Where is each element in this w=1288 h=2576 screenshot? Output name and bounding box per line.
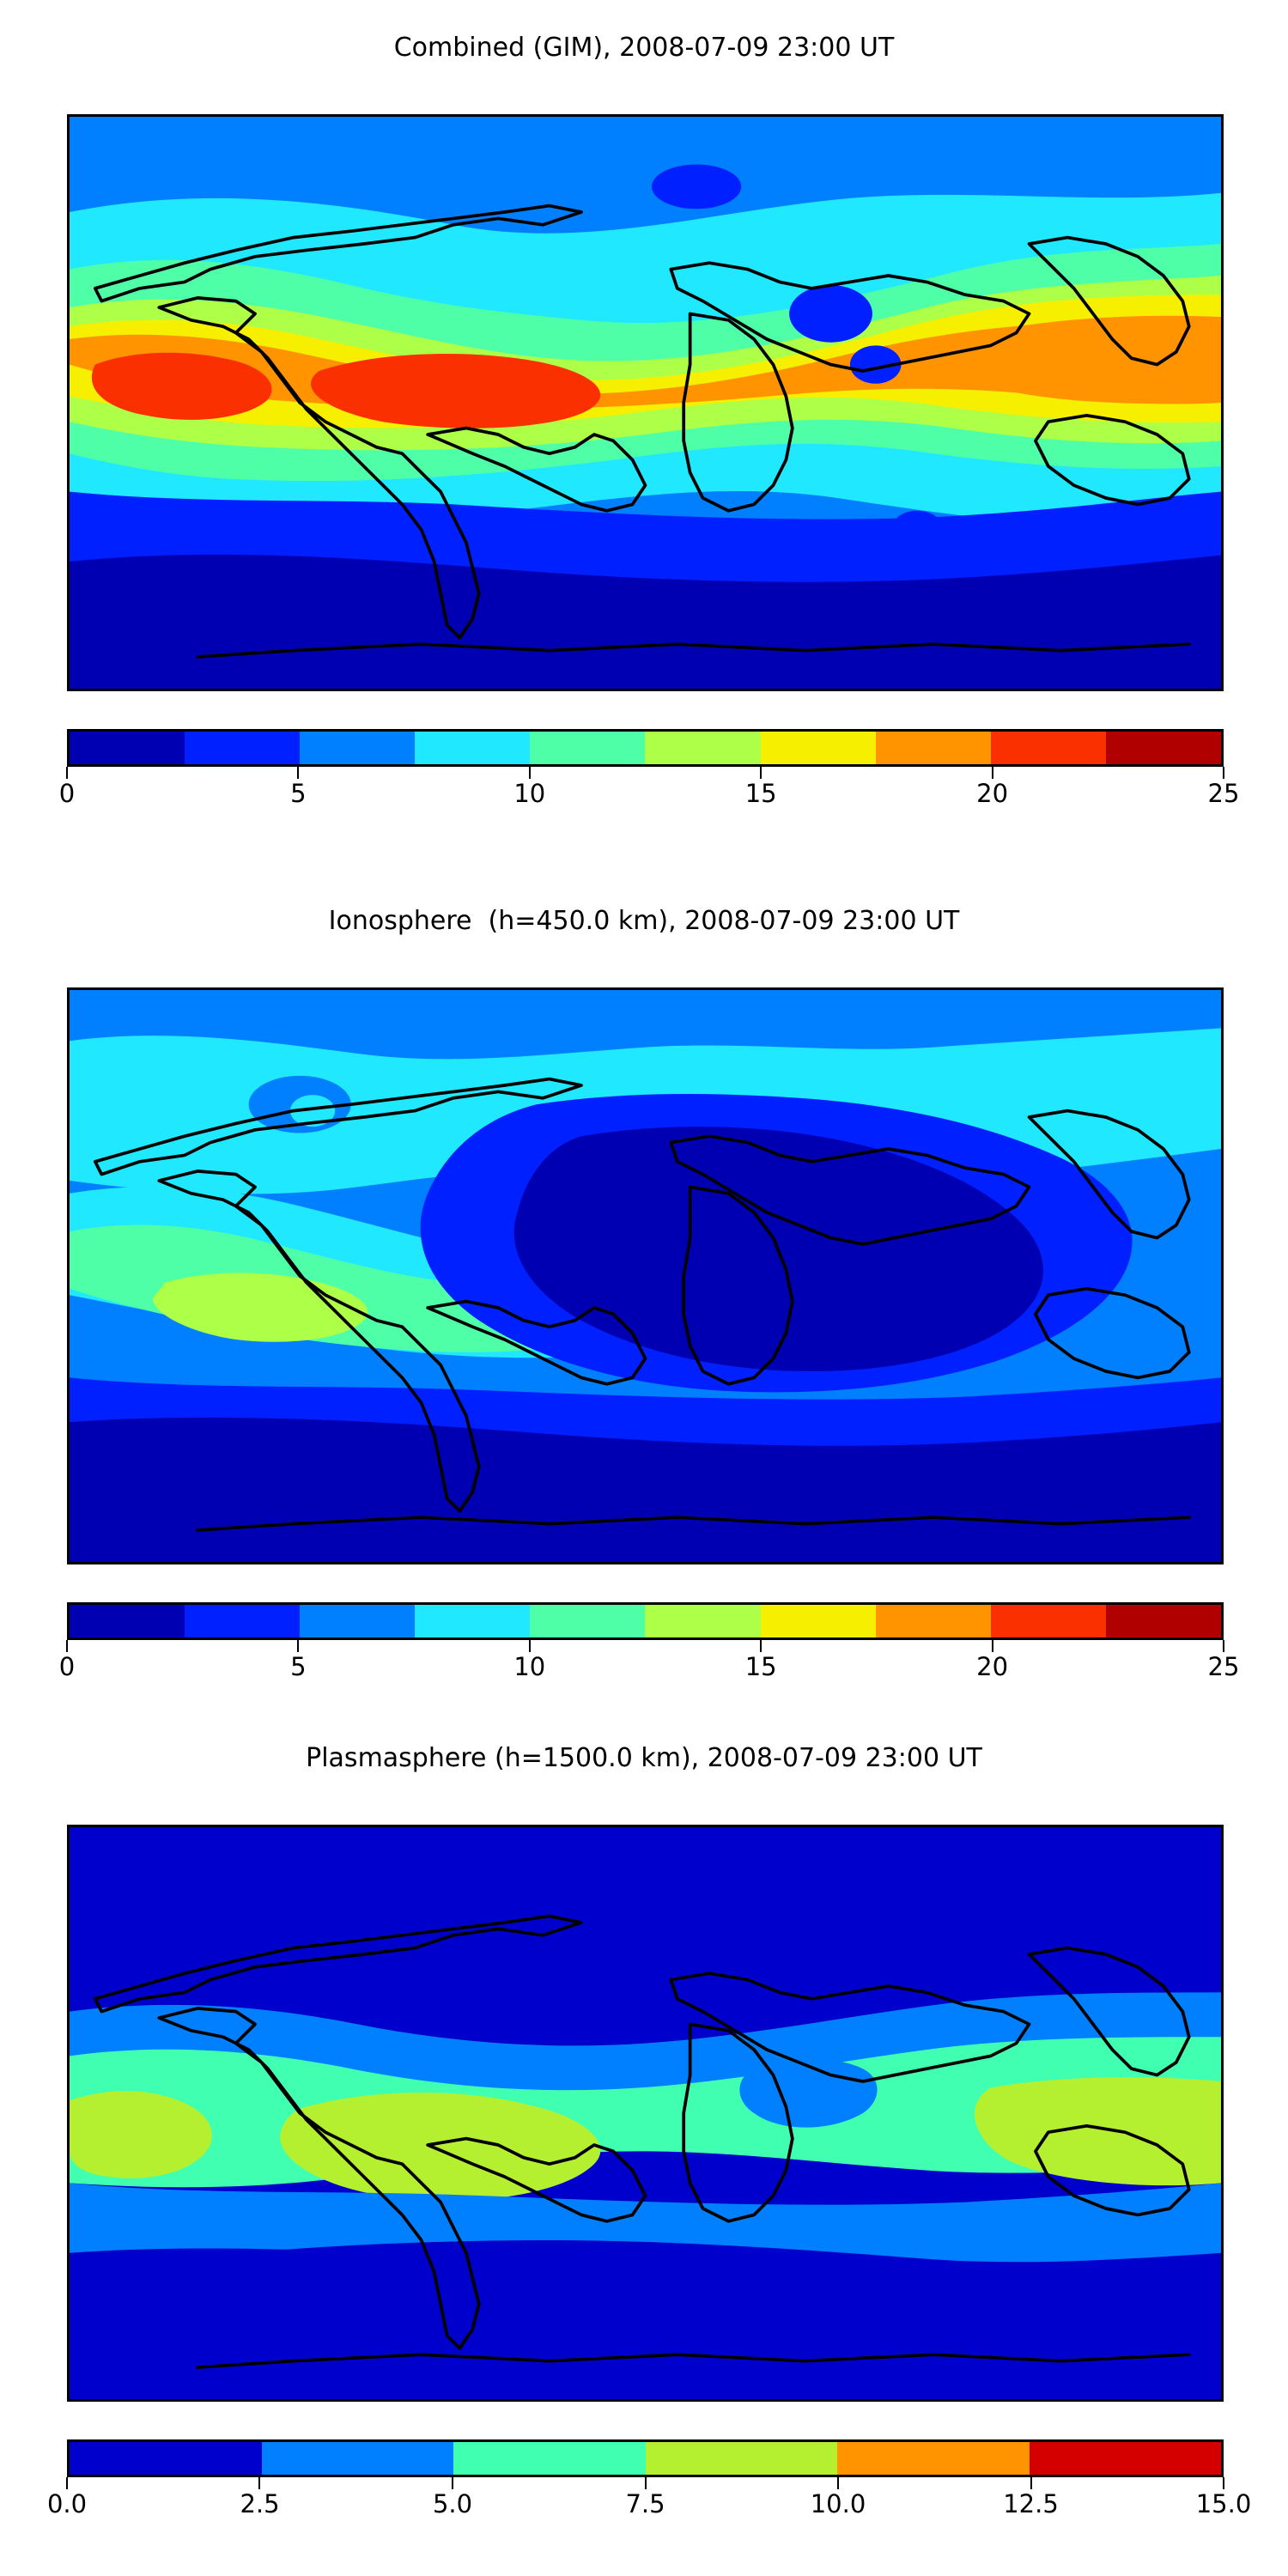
colorbar-tick xyxy=(836,2477,839,2489)
colorbar-tick-label: 25 xyxy=(1207,1652,1240,1681)
colorbar-band-9 xyxy=(1105,1605,1221,1637)
colorbar-tick-label: 0.0 xyxy=(46,2489,88,2518)
colorbar-band-5 xyxy=(1029,2442,1221,2475)
colorbar-band-0 xyxy=(70,2442,262,2475)
colorbar-tick-label: 0 xyxy=(58,779,76,808)
colorbar-band-8 xyxy=(990,1605,1106,1637)
colorbar-band-1 xyxy=(261,2442,453,2475)
colorbar-band-7 xyxy=(875,732,991,764)
colorbar-tick xyxy=(1223,2477,1224,2489)
colorbar-tick xyxy=(1223,1640,1224,1652)
colorbar-band-0 xyxy=(70,732,185,764)
colorbar-ticks-plasmasphere xyxy=(66,2477,1224,2489)
colorbar-tick xyxy=(1223,767,1224,779)
colorbar-tick xyxy=(66,767,68,779)
colorbar-band-0 xyxy=(70,1605,185,1637)
colorbar-band-4 xyxy=(837,2442,1030,2475)
colorbar-band-6 xyxy=(760,732,876,764)
colorbar-tick-label: 10.0 xyxy=(810,2489,866,2518)
colorbar-band-3 xyxy=(645,2442,837,2475)
colorbar-band-6 xyxy=(760,1605,876,1637)
colorbar-band-5 xyxy=(645,1605,761,1637)
colorbar-band-8 xyxy=(990,732,1106,764)
colorbar-tick-labels-combined: 0 5 10 15 20 25 xyxy=(59,779,1240,815)
colorbar-tick xyxy=(991,1640,993,1652)
colorbar-tick-label: 25 xyxy=(1207,779,1240,808)
colorbar-tick-label: 10 xyxy=(513,1652,546,1681)
colorbar-tick-label: 10 xyxy=(513,779,546,808)
colorbar-band-5 xyxy=(645,732,761,764)
colorbar-band-2 xyxy=(300,732,416,764)
colorbar-plasmasphere[interactable]: 0.0 2.5 5.0 7.5 10.0 12.5 15.0 xyxy=(47,2439,1251,2525)
colorbar-combined[interactable]: 0 5 10 15 20 25 xyxy=(59,729,1240,815)
contour-field-combined xyxy=(70,117,1221,689)
colorbar-tick-labels-ionosphere: 0 5 10 15 20 25 xyxy=(59,1652,1240,1688)
colorbar-tick-label: 15 xyxy=(744,779,777,808)
colorbar-swatches-plasmasphere[interactable] xyxy=(67,2439,1224,2477)
colorbar-band-9 xyxy=(1105,732,1221,764)
contour-field-plasmasphere xyxy=(70,1827,1221,2399)
colorbar-tick-labels-plasmasphere: 0.0 2.5 5.0 7.5 10.0 12.5 15.0 xyxy=(47,2489,1251,2525)
colorbar-band-7 xyxy=(875,1605,991,1637)
colorbar-swatches-combined[interactable] xyxy=(67,729,1224,767)
colorbar-band-3 xyxy=(415,732,531,764)
colorbar-tick xyxy=(451,2477,453,2489)
panel-title-plasmasphere: Plasmasphere (h=1500.0 km), 2008-07-09 2… xyxy=(306,1743,982,1773)
colorbar-tick-label: 15 xyxy=(744,1652,777,1681)
colorbar-band-2 xyxy=(453,2442,646,2475)
colorbar-tick xyxy=(528,767,531,779)
colorbar-tick-label: 5.0 xyxy=(432,2489,473,2518)
map-axes-combined xyxy=(67,114,1224,691)
colorbar-tick xyxy=(760,1640,762,1652)
colorbar-tick xyxy=(258,2477,261,2489)
map-axes-ionosphere xyxy=(67,987,1224,1564)
colorbar-band-3 xyxy=(415,1605,531,1637)
colorbar-tick xyxy=(528,1640,531,1652)
colorbar-tick xyxy=(644,2477,647,2489)
colorbar-band-4 xyxy=(530,1605,646,1637)
colorbar-tick-label: 0 xyxy=(58,1652,76,1681)
colorbar-tick-label: 2.5 xyxy=(240,2489,280,2518)
colorbar-tick-label: 20 xyxy=(976,1652,1009,1681)
colorbar-tick xyxy=(297,767,300,779)
colorbar-tick xyxy=(991,767,993,779)
colorbar-tick-label: 12.5 xyxy=(1003,2489,1059,2518)
colorbar-tick xyxy=(1030,2477,1032,2489)
colorbar-ticks-ionosphere xyxy=(66,1640,1224,1652)
colorbar-band-2 xyxy=(300,1605,416,1637)
colorbar-tick xyxy=(66,1640,68,1652)
panel-title-combined: Combined (GIM), 2008-07-09 23:00 UT xyxy=(393,33,895,63)
colorbar-ionosphere[interactable]: 0 5 10 15 20 25 xyxy=(59,1602,1240,1688)
colorbar-tick xyxy=(66,2477,68,2489)
colorbar-tick xyxy=(760,767,762,779)
panel-title-ionosphere: Ionosphere (h=450.0 km), 2008-07-09 23:0… xyxy=(328,906,960,936)
colorbar-ticks-combined xyxy=(66,767,1224,779)
colorbar-swatches-ionosphere[interactable] xyxy=(67,1602,1224,1640)
colorbar-tick-label: 5 xyxy=(290,779,307,808)
colorbar-tick-label: 20 xyxy=(976,779,1009,808)
colorbar-tick xyxy=(297,1640,300,1652)
map-axes-plasmasphere xyxy=(67,1825,1224,2402)
colorbar-band-1 xyxy=(185,1605,301,1637)
contour-field-ionosphere xyxy=(70,990,1221,1562)
colorbar-tick-label: 15.0 xyxy=(1195,2489,1252,2518)
colorbar-tick-label: 5 xyxy=(290,1652,307,1681)
colorbar-band-4 xyxy=(530,732,646,764)
colorbar-band-1 xyxy=(185,732,301,764)
colorbar-tick-label: 7.5 xyxy=(625,2489,665,2518)
